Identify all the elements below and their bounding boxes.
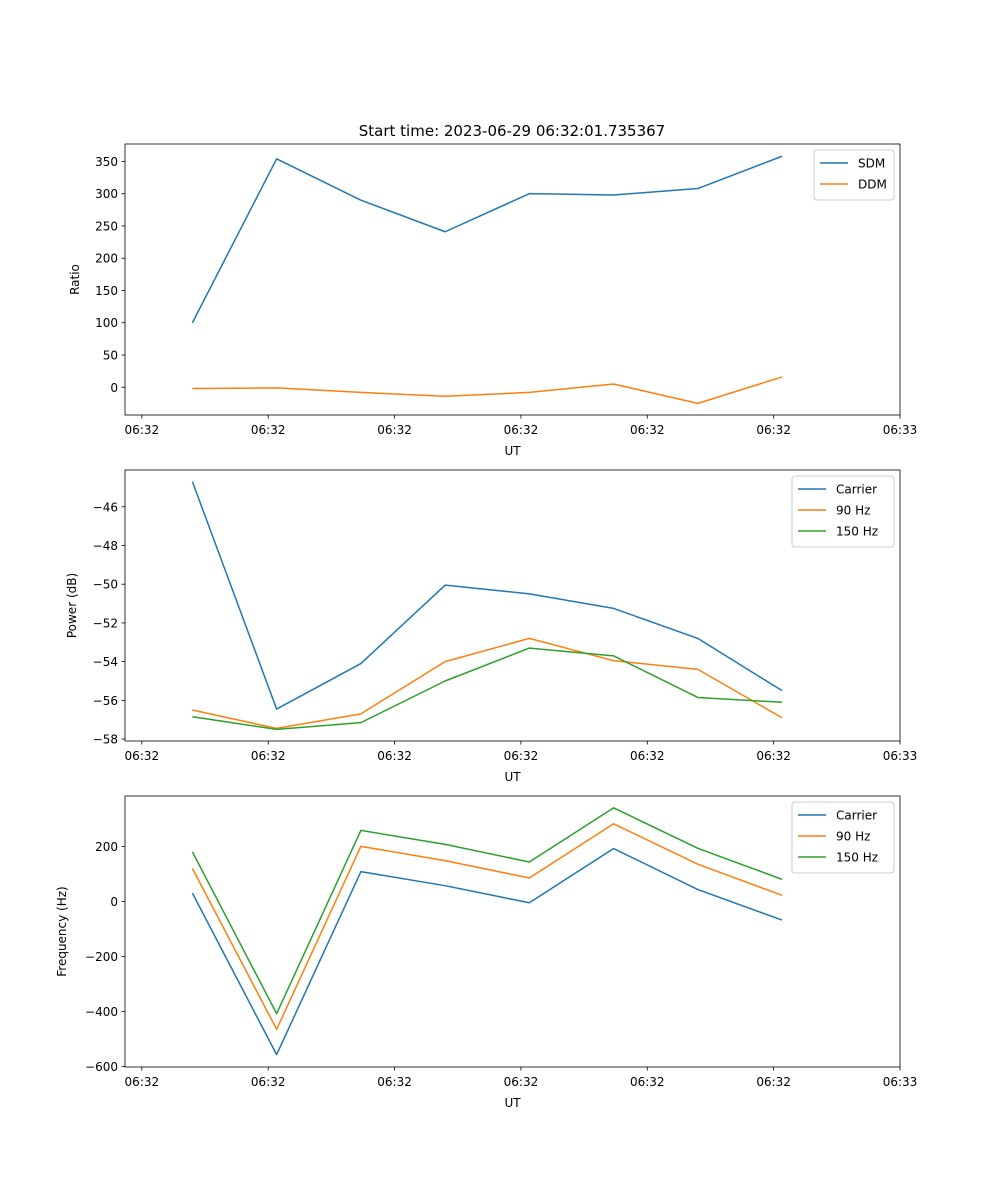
ratio-x-tick-label: 06:32	[504, 423, 539, 437]
power-legend-label: Carrier	[836, 483, 877, 497]
power-x-tick-label: 06:32	[630, 749, 665, 763]
frequency-series-90-hz-line	[191, 823, 783, 1031]
frequency-legend: Carrier 90 Hz 150 Hz	[791, 801, 895, 874]
power-y-tick-label: −54	[93, 655, 118, 669]
power-x-tick-label: 06:33	[883, 749, 918, 763]
ratio-y-axis-label: Ratio	[68, 264, 82, 295]
frequency-y-tick-label: −600	[85, 1060, 118, 1074]
ratio-x-tick-label: 06:32	[125, 423, 160, 437]
frequency-legend-label: 90 Hz	[836, 830, 870, 844]
power-x-tick-label: 06:32	[251, 749, 286, 763]
ratio-x-tick-label: 06:32	[630, 423, 665, 437]
frequency-series-carrier-line	[191, 847, 783, 1056]
frequency-legend-label: Carrier	[836, 809, 877, 823]
ratio-y-tick-label: 150	[95, 284, 118, 298]
ratio-y-tick-label: 50	[103, 348, 118, 362]
power-y-tick-label: −46	[93, 500, 118, 514]
frequency-y-tick-label: −200	[85, 950, 118, 964]
ratio-legend: SDM DDM	[813, 149, 895, 201]
power-y-tick-label: −50	[93, 578, 118, 592]
power-y-tick-label: −48	[93, 539, 118, 553]
frequency-y-axis-label: Frequency (Hz)	[55, 886, 69, 977]
power-x-tick-label: 06:32	[504, 749, 539, 763]
power-series-carrier-line	[191, 481, 783, 710]
frequency-panel: 06:32 06:32 06:32 06:32 06:32 06:32 06:33 −600 −…	[55, 795, 918, 1110]
ratio-legend-label: SDM	[858, 157, 885, 171]
power-x-tick-label: 06:32	[756, 749, 791, 763]
power-legend-label: 150 Hz	[836, 525, 878, 539]
ratio-y-tick-label: 0	[110, 381, 118, 395]
ratio-y-tick-label: 350	[95, 155, 118, 169]
power-x-tick-label: 06:32	[125, 749, 160, 763]
ratio-series-sdm-line	[191, 155, 783, 324]
frequency-y-tick-label: −400	[85, 1005, 118, 1019]
frequency-legend-label: 150 Hz	[836, 851, 878, 865]
frequency-x-tick-label: 06:32	[756, 1075, 791, 1089]
frequency-x-tick-label: 06:32	[125, 1075, 160, 1089]
ratio-x-tick-label: 06:33	[883, 423, 918, 437]
frequency-x-tick-label: 06:32	[377, 1075, 412, 1089]
ratio-x-tick-label: 06:32	[377, 423, 412, 437]
ratio-y-tick-label: 100	[95, 316, 118, 330]
power-legend-box	[791, 475, 895, 548]
frequency-y-tick-label: 200	[95, 840, 118, 854]
chart-title: Start time: 2023-06-29 06:32:01.735367	[359, 122, 665, 140]
frequency-x-tick-label: 06:32	[630, 1075, 665, 1089]
ratio-y-tick-label: 200	[95, 252, 118, 266]
frequency-axes-frame	[124, 795, 901, 1068]
ratio-legend-label: DDM	[858, 178, 887, 192]
power-series-90-hz-line	[192, 637, 783, 730]
frequency-y-tick-label: 0	[110, 895, 118, 909]
power-x-axis-label: UT	[504, 770, 521, 784]
power-legend-label: 90 Hz	[836, 504, 870, 518]
power-y-axis-label: Power (dB)	[65, 573, 79, 638]
power-x-tick-label: 06:32	[377, 749, 412, 763]
ratio-series-ddm-line	[192, 376, 783, 405]
frequency-series-150-hz-line	[191, 807, 783, 1015]
ratio-axes-frame	[124, 143, 901, 416]
frequency-x-axis-label: UT	[504, 1096, 521, 1110]
ratio-x-axis-label: UT	[504, 444, 521, 458]
power-series-150-hz-line	[192, 647, 783, 731]
frequency-x-tick-label: 06:32	[251, 1075, 286, 1089]
ratio-panel: 06:32 06:32 06:32 06:32 06:32 06:32 06:33 0 50 10…	[68, 143, 918, 458]
ratio-x-tick-label: 06:32	[756, 423, 791, 437]
ratio-y-tick-label: 250	[95, 219, 118, 233]
power-y-tick-label: −56	[93, 694, 118, 708]
power-panel: 06:32 06:32 06:32 06:32 06:32 06:32 06:33 −58 −5…	[65, 469, 918, 784]
power-y-tick-label: −58	[93, 733, 118, 747]
ratio-y-tick-label: 300	[95, 187, 118, 201]
power-y-tick-label: −52	[93, 616, 118, 630]
frequency-x-tick-label: 06:32	[504, 1075, 539, 1089]
power-axes-frame	[124, 469, 901, 742]
ratio-x-tick-label: 06:32	[251, 423, 286, 437]
power-legend: Carrier 90 Hz 150 Hz	[791, 475, 895, 548]
frequency-x-tick-label: 06:33	[883, 1075, 918, 1089]
frequency-legend-box	[791, 801, 895, 874]
